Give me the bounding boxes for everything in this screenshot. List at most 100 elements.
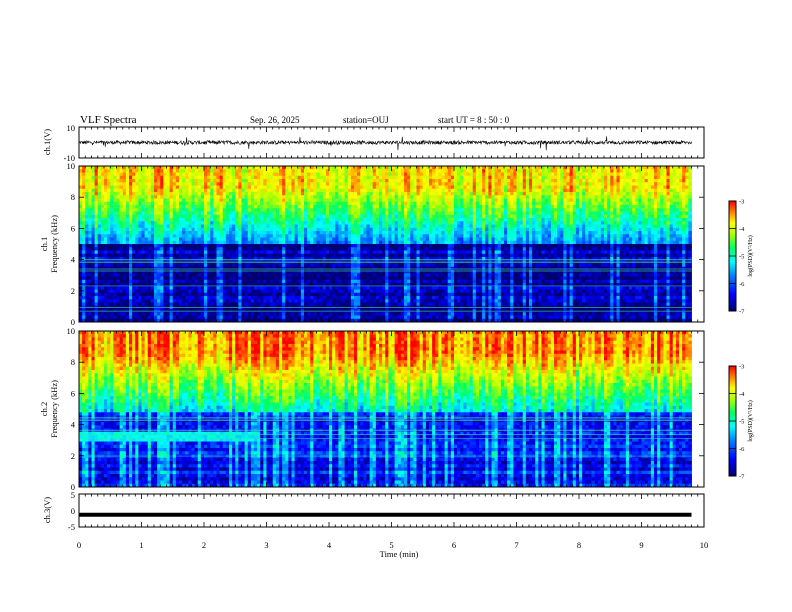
spectrogram-cell bbox=[357, 315, 361, 320]
spectrogram-cell bbox=[135, 188, 139, 193]
spectrogram-cell bbox=[113, 250, 117, 255]
spectrogram-cell bbox=[232, 283, 236, 287]
spectrogram-cell bbox=[200, 257, 205, 261]
spectrogram-cell bbox=[154, 260, 158, 264]
spectrogram-cell bbox=[191, 237, 196, 242]
spectrogram-cell bbox=[244, 192, 249, 196]
spectrogram-cell bbox=[222, 283, 227, 287]
spectrogram-cell bbox=[275, 208, 280, 212]
spectrogram-cell bbox=[94, 221, 99, 225]
spectrogram-cell bbox=[157, 260, 161, 264]
spectrogram-cell bbox=[257, 211, 261, 216]
spectrogram-cell bbox=[85, 195, 89, 199]
spectrogram-cell bbox=[119, 260, 124, 264]
spectrogram-cell bbox=[363, 244, 367, 248]
spectrogram-cell bbox=[219, 312, 224, 316]
spectrogram-cell bbox=[341, 221, 346, 225]
spectrogram-cell bbox=[138, 286, 142, 290]
spectrogram-cell bbox=[257, 296, 261, 300]
spectrogram-cell bbox=[275, 205, 280, 209]
spectrogram-cell bbox=[300, 172, 305, 177]
spectrogram-cell bbox=[160, 185, 164, 190]
spectrogram-cell bbox=[79, 234, 83, 238]
spectrogram-cell bbox=[297, 302, 302, 307]
spectrogram-cell bbox=[141, 205, 146, 209]
spectrogram-cell bbox=[166, 276, 171, 281]
spectrogram-cell bbox=[185, 273, 189, 277]
spectrogram-cell bbox=[204, 302, 208, 307]
spectrogram-cell bbox=[204, 257, 208, 261]
spectrogram-cell bbox=[291, 208, 296, 212]
spectrogram-cell bbox=[354, 302, 358, 307]
spectrogram-cell bbox=[282, 273, 286, 277]
spectrogram-cell bbox=[279, 240, 283, 245]
spectrogram-cell bbox=[272, 296, 277, 300]
spectrogram-cell bbox=[247, 214, 252, 219]
spectrogram-cell bbox=[382, 315, 386, 320]
spectrogram-cell bbox=[385, 289, 389, 294]
spectrogram-cell bbox=[354, 312, 358, 316]
spectrogram-cell bbox=[279, 257, 283, 261]
spectrogram-cell bbox=[197, 283, 202, 287]
spectrogram-cell bbox=[338, 283, 342, 287]
spectrogram-cell bbox=[135, 315, 139, 320]
spectrogram-cell bbox=[254, 195, 258, 199]
spectrogram-cell bbox=[104, 292, 108, 297]
spectrogram-cell bbox=[357, 296, 361, 300]
spectrogram-cell bbox=[307, 172, 311, 177]
spectrogram-cell bbox=[288, 195, 292, 199]
spectrogram-cell bbox=[200, 296, 205, 300]
spectrogram-cell bbox=[216, 208, 221, 212]
spectrogram-cell bbox=[150, 312, 155, 316]
spectrogram-cell bbox=[385, 237, 389, 242]
spectrogram-cell bbox=[150, 253, 155, 258]
spectrogram-cell bbox=[260, 273, 264, 277]
spectrogram-cell bbox=[213, 257, 217, 261]
spectrogram-cell bbox=[319, 244, 324, 248]
spectrogram-cell bbox=[113, 276, 117, 281]
spectrogram-cell bbox=[338, 266, 342, 271]
spectrogram-cell bbox=[207, 182, 211, 186]
spectrogram-cell bbox=[360, 257, 364, 261]
spectrogram-cell bbox=[232, 260, 236, 264]
spectrogram-cell bbox=[122, 289, 127, 294]
spectrogram-cell bbox=[350, 253, 355, 258]
spectrogram-cell bbox=[91, 270, 96, 274]
spectrogram-cell bbox=[279, 175, 283, 180]
spectrogram-cell bbox=[229, 273, 233, 277]
spectrogram-cell bbox=[266, 234, 271, 238]
spectrogram-cell bbox=[310, 240, 314, 245]
spectrogram-cell bbox=[288, 257, 292, 261]
spectrogram-cell bbox=[375, 292, 380, 297]
spectrogram-cell bbox=[288, 237, 292, 242]
spectrogram-cell bbox=[154, 315, 158, 320]
spectrogram-cell bbox=[319, 188, 324, 193]
spectrogram-cell bbox=[294, 296, 299, 300]
spectrogram-cell bbox=[210, 260, 214, 264]
spectrogram-cell bbox=[382, 292, 386, 297]
spectrogram-cell bbox=[185, 224, 189, 229]
spectrogram-cell bbox=[119, 257, 124, 261]
spectrogram-cell bbox=[229, 289, 233, 294]
spectrogram-cell bbox=[257, 240, 261, 245]
spectrogram-cell bbox=[344, 266, 349, 271]
spectrogram-cell bbox=[291, 296, 296, 300]
spectrogram-cell bbox=[141, 257, 146, 261]
spectrogram-cell bbox=[282, 312, 286, 316]
spectrogram-cell bbox=[157, 273, 161, 277]
spectrogram-cell bbox=[135, 283, 139, 287]
spectrogram-cell bbox=[104, 231, 108, 235]
spectrogram-cell bbox=[310, 214, 314, 219]
spectrogram-cell bbox=[154, 247, 158, 251]
spectrogram-cell bbox=[125, 227, 130, 232]
spectrogram-cell bbox=[341, 214, 346, 219]
spectrogram-cell bbox=[150, 296, 155, 300]
spectrogram-cell bbox=[185, 260, 189, 264]
spectrogram-cell bbox=[369, 201, 374, 206]
spectrogram-cell bbox=[79, 211, 83, 216]
spectrogram-cell bbox=[185, 240, 189, 245]
spectrogram-cell bbox=[372, 224, 377, 229]
spectrogram-cell bbox=[272, 208, 277, 212]
spectrogram-cell bbox=[125, 247, 130, 251]
spectrogram-cell bbox=[385, 302, 389, 307]
